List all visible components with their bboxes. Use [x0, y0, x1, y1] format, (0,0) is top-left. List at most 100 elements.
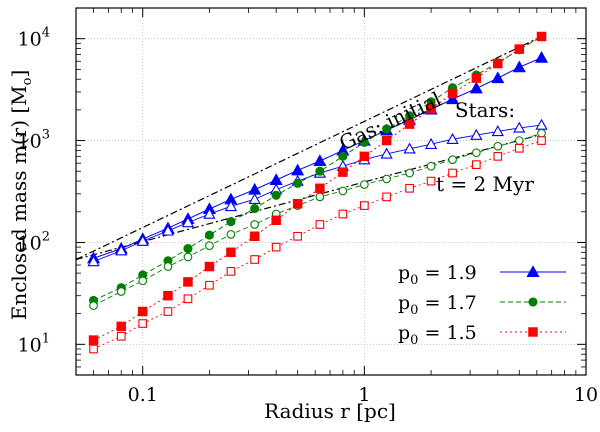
legend-value: = 1.7	[418, 292, 476, 314]
gas_initial-point	[338, 151, 348, 161]
legend-subscript: 0	[410, 333, 418, 348]
gas_initial-point	[204, 230, 214, 240]
gas_initial-point	[359, 137, 369, 147]
stars_2myr-point	[448, 168, 457, 178]
gas_initial-point	[137, 306, 148, 317]
legend-subscript: 0	[410, 273, 418, 288]
stars_2myr-point	[224, 200, 238, 212]
stars_2myr-point	[138, 276, 148, 286]
y-tick-exponent: 2	[42, 229, 50, 244]
y-axis-label-main: Enclosed mass m(r) [M	[7, 85, 31, 320]
stars_2myr-point	[470, 128, 483, 140]
y-axis-label-subscript: o	[20, 77, 35, 85]
stars_2myr-point	[513, 121, 526, 133]
stars_2myr-point	[205, 280, 214, 290]
stars_2myr-point	[537, 136, 546, 145]
legend-marker	[528, 327, 538, 337]
stars_2myr-point	[382, 192, 391, 202]
stars_2myr-point	[163, 262, 173, 271]
gas_initial-point	[226, 247, 236, 258]
stars_2myr-point	[426, 176, 436, 186]
stars_2myr-point	[338, 209, 348, 219]
gas_initial-point	[359, 151, 370, 162]
stars_2myr-point	[203, 207, 216, 219]
stars_2myr-point	[116, 331, 126, 341]
gas_initial-point	[315, 166, 325, 176]
stars_2myr-point	[380, 147, 393, 159]
y-tick-label: 102	[18, 229, 50, 254]
stars_2myr-point	[491, 125, 504, 137]
legend: p0 = 1.9p0 = 1.7p0 = 1.5	[398, 262, 566, 348]
gas_initial-point	[382, 124, 392, 134]
stars_2myr-point	[183, 252, 193, 262]
y-tick-exponent: 3	[42, 128, 50, 143]
gas_initial-point	[446, 92, 460, 105]
stars_2myr-point	[87, 255, 100, 267]
series-layer	[87, 31, 549, 354]
legend-marker	[528, 297, 538, 307]
stars_2myr-point	[181, 216, 195, 228]
stars_2myr-point	[382, 174, 391, 184]
y-tick-base: 10	[18, 232, 42, 254]
gas_initial-point	[404, 119, 415, 129]
stars_2myr-point	[136, 234, 149, 246]
y-axis-label-end: ]	[7, 70, 31, 78]
gas_initial-point	[471, 73, 482, 83]
x-tick-label: 10	[574, 384, 598, 406]
y-tick-base: 10	[18, 131, 42, 153]
reference-lines	[75, 35, 542, 261]
legend-symbol: p	[398, 292, 410, 314]
legend-label: p0 = 1.7	[398, 292, 477, 318]
gas_initial-point	[447, 88, 458, 99]
stars_2myr-point	[405, 168, 414, 178]
legend-label: p0 = 1.5	[398, 322, 477, 348]
gas_initial-point	[469, 81, 483, 94]
stars_2myr-point	[493, 151, 503, 161]
legend-value: = 1.9	[418, 262, 476, 284]
gas_initial-point	[250, 204, 260, 214]
y-tick-label: 104	[18, 26, 50, 51]
stars_2myr-point	[405, 183, 414, 193]
gas_initial-point	[292, 198, 303, 209]
stars_2myr-point	[116, 287, 126, 296]
stars_2myr-point	[360, 180, 369, 189]
gas_initial-point	[291, 163, 305, 176]
gas_initial-point	[116, 321, 126, 332]
legend-symbol: p	[398, 262, 410, 284]
gas_initial-point	[493, 58, 503, 69]
y-tick-base: 10	[18, 334, 42, 356]
gas_initial-point	[491, 71, 505, 84]
stars_2myr-point	[448, 155, 457, 164]
stars_2myr-point	[360, 201, 369, 210]
gas_initial-point	[381, 135, 392, 146]
y-tick-exponent: 4	[42, 26, 50, 41]
stars_2myr-point	[493, 141, 503, 151]
stars_2myr-point	[471, 160, 481, 170]
x-axis-label: Radius r [pc]	[264, 399, 396, 423]
plot-frame	[75, 7, 587, 376]
reference-line	[75, 35, 542, 261]
stars_2myr-point	[537, 128, 546, 138]
gas_initial-point	[315, 183, 325, 194]
gas_initial-point	[534, 50, 549, 63]
annotation-label: t = 2 Myr	[436, 172, 534, 196]
y-tick-base: 10	[18, 29, 42, 51]
gas_initial-point	[536, 31, 547, 42]
gas_initial-point	[163, 290, 173, 301]
gas_initial-point	[183, 277, 193, 287]
stars_2myr-point	[89, 344, 98, 354]
stars_2myr-point	[446, 132, 459, 144]
legend-marker	[526, 265, 540, 278]
stars_2myr-point	[514, 136, 524, 145]
stars_2myr-point	[426, 161, 436, 171]
stars_2myr-point	[315, 220, 325, 229]
stars_2myr-point	[315, 192, 325, 202]
stars_2myr-point	[535, 118, 548, 130]
annotation-label: Stars:	[455, 98, 515, 122]
legend-subscript: 0	[410, 303, 418, 318]
gas_initial-point	[512, 60, 526, 73]
gas_initial-point	[88, 335, 99, 345]
gas_initial-point	[338, 167, 348, 177]
gas_initial-point	[426, 104, 436, 114]
